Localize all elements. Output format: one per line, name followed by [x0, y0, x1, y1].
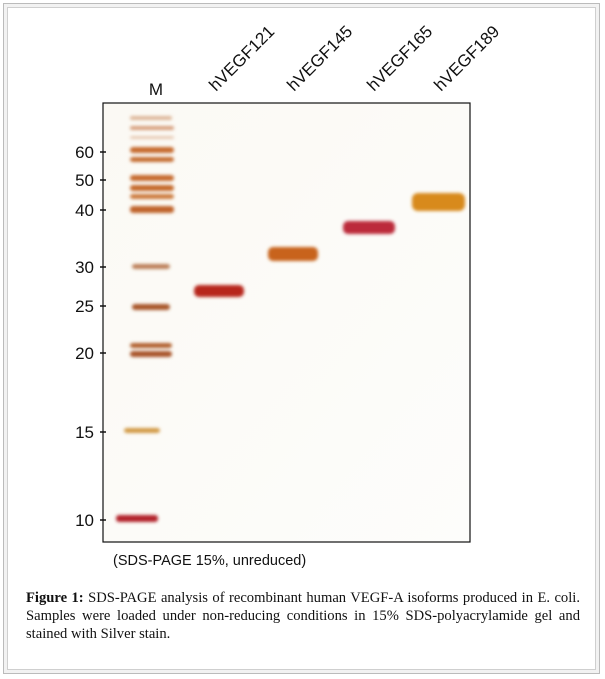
marker-bands	[116, 116, 174, 522]
lane-label: M	[149, 80, 163, 99]
marker-label: 20	[75, 344, 94, 363]
marker-label: 30	[75, 258, 94, 277]
figure-frame	[3, 3, 600, 674]
marker-label: 60	[75, 143, 94, 162]
marker-label: 10	[75, 511, 94, 530]
gel-box	[102, 102, 471, 543]
lane-label: hVEGF145	[283, 22, 356, 95]
gel-figure: M hVEGF121 hVEGF145 hVEGF165 hVEGF189 60…	[75, 22, 503, 569]
marker-label: 50	[75, 171, 94, 190]
caption-text: SDS-PAGE analysis of recombinant human V…	[26, 590, 580, 642]
marker-dashes	[100, 151, 106, 521]
lane-label: hVEGF165	[363, 22, 436, 95]
gel-note: (SDS-PAGE 15%, unreduced)	[113, 553, 306, 569]
caption-label: Figure 1:	[26, 590, 84, 606]
lane-label: hVEGF189	[430, 22, 503, 95]
sample-bands	[194, 193, 465, 297]
marker-label: 40	[75, 201, 94, 220]
caption: Figure 1: SDS-PAGE analysis of recombina…	[26, 589, 580, 643]
marker-label: 25	[75, 297, 94, 316]
marker-label: 15	[75, 423, 94, 442]
marker-labels: 60 50 40 30 25 20 15 10	[75, 143, 94, 530]
lane-label: hVEGF121	[205, 22, 278, 95]
